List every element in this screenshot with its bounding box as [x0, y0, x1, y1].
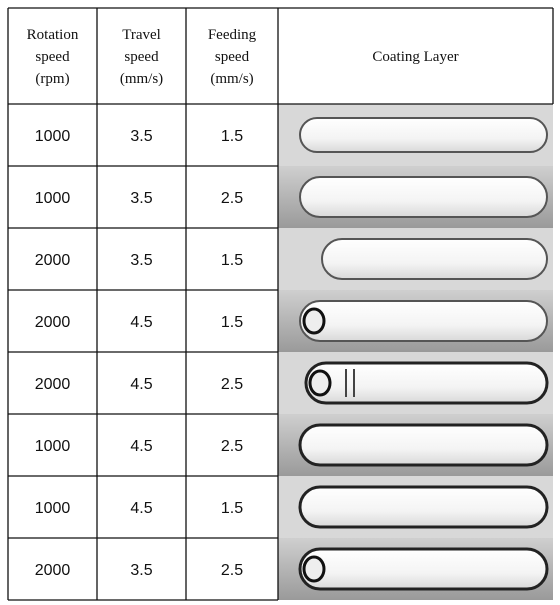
header-text: speed [35, 49, 70, 65]
coating-track [300, 177, 547, 217]
cell-text: 1000 [35, 438, 71, 455]
cell-text: 4.5 [130, 500, 152, 517]
header-text: (mm/s) [120, 71, 163, 87]
coating-track [300, 487, 547, 527]
header-text: speed [124, 49, 159, 65]
cell-text: 2000 [35, 314, 71, 331]
header-text: Travel [122, 27, 161, 43]
coating-track [300, 301, 547, 341]
header-text: (mm/s) [210, 71, 253, 87]
cell-text: 2.5 [221, 190, 243, 207]
cell-text: 2.5 [221, 562, 243, 579]
header-text: Feeding [208, 27, 257, 43]
header-text: speed [215, 49, 250, 65]
coating-track [300, 425, 547, 465]
coating-start [304, 309, 324, 333]
cell-text: 1000 [35, 128, 71, 145]
cell-text: 1.5 [221, 128, 243, 145]
cell-text: 2.5 [221, 376, 243, 393]
cell-text: 1000 [35, 190, 71, 207]
cell-text: 2000 [35, 252, 71, 269]
coating-track [322, 239, 547, 279]
coating-image [278, 104, 553, 166]
header-text: Coating Layer [372, 49, 458, 65]
cell-text: 3.5 [130, 128, 152, 145]
coating-image [278, 476, 553, 538]
cell-text: 3.5 [130, 190, 152, 207]
coating-track [300, 118, 547, 152]
coating-image [278, 414, 553, 476]
cell-text: 4.5 [130, 314, 152, 331]
coating-image [278, 166, 553, 228]
cell-text: 1000 [35, 500, 71, 517]
cell-text: 1.5 [221, 314, 243, 331]
cell-text: 2.5 [221, 438, 243, 455]
header-text: Rotation [27, 27, 79, 43]
coating-image [278, 538, 553, 600]
cell-text: 2000 [35, 562, 71, 579]
cell-text: 3.5 [130, 252, 152, 269]
coating-start [304, 557, 324, 581]
cell-text: 2000 [35, 376, 71, 393]
cell-text: 4.5 [130, 438, 152, 455]
coating-image [278, 228, 553, 290]
coating-image [278, 290, 553, 352]
cell-text: 3.5 [130, 562, 152, 579]
coating-track [300, 549, 547, 589]
coating-image [278, 352, 553, 414]
cell-text: 1.5 [221, 252, 243, 269]
cell-text: 4.5 [130, 376, 152, 393]
coating-track [306, 363, 547, 403]
cell-text: 1.5 [221, 500, 243, 517]
header-text: (rpm) [35, 71, 69, 87]
coating-start [310, 371, 330, 395]
table-page: Rotation speed (rpm) Travel speed (mm/s) Feedi… [0, 0, 560, 605]
